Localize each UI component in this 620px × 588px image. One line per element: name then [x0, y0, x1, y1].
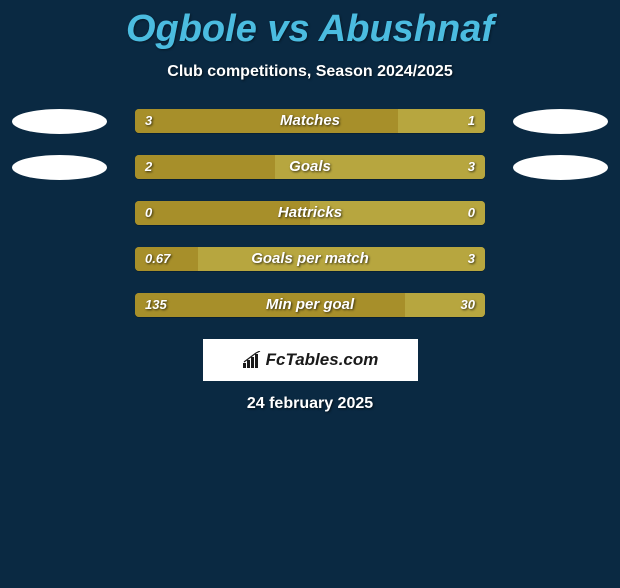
- stat-right-value: 3: [468, 247, 475, 271]
- stat-right-value: 3: [468, 155, 475, 179]
- stat-row: 2 Goals 3: [0, 155, 620, 179]
- stat-row: 0.67 Goals per match 3: [0, 247, 620, 271]
- site-logo[interactable]: FcTables.com: [203, 339, 418, 381]
- comparison-chart: 3 Matches 1 2 Goals 3 0 Hattricks 0: [0, 109, 620, 317]
- stat-right-value: 0: [468, 201, 475, 225]
- stat-bar-left: [135, 155, 275, 179]
- player-right-avatar: [513, 109, 608, 134]
- stat-left-value: 2: [145, 155, 152, 179]
- page-title: Ogbole vs Abushnaf: [0, 8, 620, 51]
- stat-left-value: 0: [145, 201, 152, 225]
- stat-bar-right: [275, 155, 485, 179]
- stat-right-value: 1: [468, 109, 475, 133]
- stat-bar-track: 3 Matches 1: [135, 109, 485, 133]
- stat-left-value: 3: [145, 109, 152, 133]
- stat-left-value: 0.67: [145, 247, 170, 271]
- stat-bar-right: [310, 201, 485, 225]
- player-left-avatar: [12, 109, 107, 134]
- stat-left-value: 135: [145, 293, 167, 317]
- stat-row: 0 Hattricks 0: [0, 201, 620, 225]
- stat-bar-left: [135, 201, 310, 225]
- stat-bar-track: 0.67 Goals per match 3: [135, 247, 485, 271]
- stat-bar-left: [135, 109, 398, 133]
- site-logo-text: FcTables.com: [266, 350, 379, 370]
- stat-row: 3 Matches 1: [0, 109, 620, 133]
- stat-row: 135 Min per goal 30: [0, 293, 620, 317]
- player-left-avatar: [12, 155, 107, 180]
- player-right-avatar: [513, 155, 608, 180]
- stat-bar-track: 2 Goals 3: [135, 155, 485, 179]
- stat-bar-left: [135, 293, 405, 317]
- bar-chart-icon: [242, 351, 262, 369]
- stat-right-value: 30: [461, 293, 475, 317]
- stat-bar-right: [198, 247, 485, 271]
- stat-bar-track: 0 Hattricks 0: [135, 201, 485, 225]
- snapshot-date: 24 february 2025: [0, 395, 620, 413]
- page-subtitle: Club competitions, Season 2024/2025: [0, 63, 620, 81]
- stat-bar-track: 135 Min per goal 30: [135, 293, 485, 317]
